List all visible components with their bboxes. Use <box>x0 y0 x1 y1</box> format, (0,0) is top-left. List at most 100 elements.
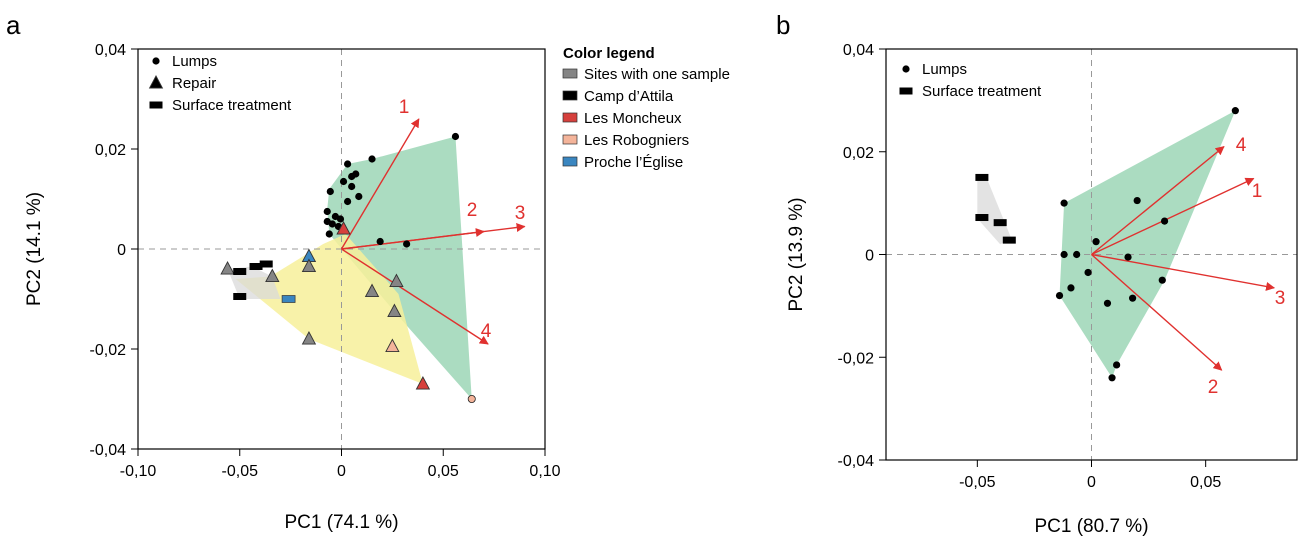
color-legend-label-robogniers: Les Robogniers <box>584 132 689 149</box>
x-tick-label: -0,10 <box>120 463 157 480</box>
y-tick-label: 0,02 <box>843 145 874 162</box>
loading-vector-label-3: 3 <box>1275 288 1286 309</box>
data-point-triangle <box>336 221 351 235</box>
color-legend-swatch-one_sample <box>562 68 578 79</box>
loading-vector-label-3: 3 <box>515 203 526 224</box>
data-point-circle <box>1160 217 1169 225</box>
data-point-circle <box>1067 284 1075 292</box>
x-tick-label: 0,05 <box>428 463 459 480</box>
data-point-circle <box>328 220 336 228</box>
data-point-circle <box>1073 250 1081 259</box>
loading-vector-4 <box>341 248 489 345</box>
color-legend-label-proche_eglise: Proche l’Église <box>584 154 683 171</box>
x-tick-label: 0 <box>337 463 346 480</box>
data-point-triangle <box>301 258 317 272</box>
data-point-rect <box>1002 236 1016 244</box>
color-legend-swatch-moncheux <box>562 112 578 123</box>
legend-symbol-rect <box>899 87 913 95</box>
data-point-rect <box>993 219 1007 227</box>
data-point-circle <box>1158 276 1166 284</box>
data-point-circle <box>1129 294 1137 302</box>
data-point-circle <box>325 230 333 238</box>
data-point-circle <box>323 207 331 216</box>
data-point-rect <box>975 214 989 222</box>
loading-vector-label-1: 1 <box>399 97 410 118</box>
data-point-rect <box>259 260 273 268</box>
data-point-triangle <box>220 261 235 275</box>
data-point-circle <box>368 155 376 163</box>
data-point-rect <box>249 263 263 270</box>
data-point-rect <box>975 173 989 181</box>
data-point-circle <box>467 394 476 403</box>
x-tick-label: -0,05 <box>959 474 996 491</box>
data-point-triangle <box>364 283 380 297</box>
loading-vector-label-2: 2 <box>467 200 478 221</box>
y-tick-label: -0,04 <box>838 453 875 470</box>
data-point-circle <box>355 192 363 201</box>
data-point-circle <box>1060 250 1068 259</box>
loading-vector-1 <box>1091 177 1255 256</box>
panel-letter-a: a <box>6 10 21 40</box>
data-point-triangle <box>389 273 404 287</box>
data-point-circle <box>344 197 352 206</box>
data-point-circle <box>1113 361 1121 369</box>
data-point-circle <box>1060 199 1068 207</box>
loading-vector-label-1: 1 <box>1252 181 1263 202</box>
data-point-rect <box>233 268 247 275</box>
loading-vector-2 <box>1091 253 1223 371</box>
data-point-circle <box>344 160 352 168</box>
color-legend-label-camp_attila: Camp d’Attila <box>584 88 674 105</box>
legend-symbol-rect <box>149 101 163 109</box>
legend-label-rect: Surface treatment <box>172 97 292 114</box>
data-point-circle <box>1108 374 1116 382</box>
data-point-triangle <box>301 331 317 345</box>
data-point-rect <box>233 293 247 300</box>
data-point-circle <box>451 132 460 141</box>
data-point-circle <box>1055 292 1064 300</box>
y-axis-title: PC2 (14.1 %) <box>24 192 45 306</box>
data-point-circle <box>1084 268 1092 277</box>
color-legend-label-moncheux: Les Moncheux <box>584 110 682 127</box>
color-legend-title: Color legend <box>563 45 655 62</box>
y-tick-label: -0,02 <box>90 342 127 359</box>
data-point-triangle <box>387 303 402 317</box>
data-point-circle <box>1124 253 1132 261</box>
data-point-triangle <box>415 376 431 390</box>
color-legend-label-one_sample: Sites with one sample <box>584 66 730 83</box>
data-point-circle <box>1133 196 1141 205</box>
loading-vector-label-4: 4 <box>481 321 492 342</box>
legend-label-triangle: Repair <box>172 75 216 92</box>
legend-label-circle: Lumps <box>172 53 217 70</box>
x-tick-label: 0 <box>1087 474 1096 491</box>
data-point-circle <box>376 237 384 246</box>
loading-vector-4 <box>1091 146 1225 256</box>
loading-vector-label-2: 2 <box>1208 377 1219 398</box>
color-legend-swatch-robogniers <box>562 134 578 145</box>
y-tick-label: 0,04 <box>843 42 874 59</box>
legend-symbol-circle <box>152 57 160 65</box>
y-axis-title: PC2 (13.9 %) <box>786 197 807 311</box>
convex-hull-hull_green <box>327 136 472 399</box>
y-tick-label: -0,02 <box>838 350 875 367</box>
data-point-circle <box>403 240 411 248</box>
color-legend-swatch-camp_attila <box>562 90 578 101</box>
legend-label-rect: Surface treatment <box>922 83 1042 100</box>
panel-a: a -0,10 -0,05 0 0,05 0,10 0,04 0,02 0 -0,02 -0,04 P… <box>6 10 730 533</box>
panel-b: b -0,05 0 0,05 0,04 0,02 0 -0,02 -0,04 PC1 (80.7 … <box>776 10 1298 537</box>
legend-label-circle: Lumps <box>922 61 967 78</box>
panel-letter-b: b <box>776 10 790 40</box>
data-point-circle <box>348 182 356 191</box>
loading-vector-3 <box>341 223 526 250</box>
loading-vector-label-4: 4 <box>1236 135 1247 156</box>
data-point-circle <box>1092 238 1100 246</box>
data-point-circle <box>339 177 348 186</box>
x-tick-label: 0,05 <box>1190 474 1221 491</box>
y-tick-label: 0,04 <box>95 42 126 59</box>
loading-vector-1 <box>340 118 420 250</box>
data-point-circle <box>1103 299 1112 307</box>
convex-hull-hull_green <box>1059 110 1236 378</box>
data-point-circle <box>336 215 345 223</box>
loading-vector-3 <box>1091 253 1276 291</box>
data-point-triangle <box>265 268 280 282</box>
